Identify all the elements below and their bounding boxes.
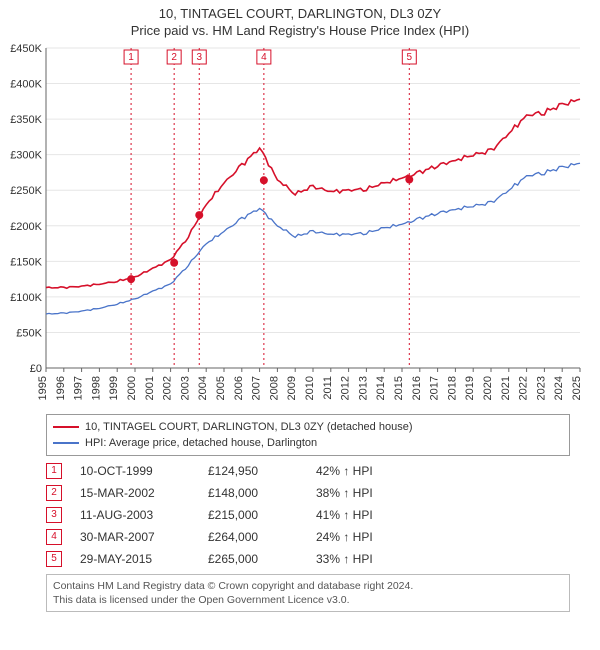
svg-text:2015: 2015 — [393, 376, 405, 400]
legend-swatch — [53, 426, 79, 428]
sale-date: 30-MAR-2007 — [80, 526, 190, 548]
svg-text:2002: 2002 — [162, 376, 174, 400]
sale-date: 10-OCT-1999 — [80, 460, 190, 482]
svg-text:2016: 2016 — [411, 376, 423, 400]
svg-text:£300K: £300K — [10, 150, 42, 162]
sale-price: £124,950 — [208, 460, 298, 482]
svg-text:2003: 2003 — [179, 376, 191, 400]
legend-row: 10, TINTAGEL COURT, DARLINGTON, DL3 0ZY … — [53, 419, 563, 435]
sale-index-badge: 4 — [46, 529, 62, 545]
svg-text:£450K: £450K — [10, 43, 42, 55]
sale-price: £265,000 — [208, 548, 298, 570]
legend-label: HPI: Average price, detached house, Darl… — [85, 435, 317, 451]
svg-text:1998: 1998 — [90, 376, 102, 400]
sale-row: 5 29-MAY-2015 £265,000 33% ↑ HPI — [46, 548, 570, 570]
sale-pct-vs-hpi: 24% ↑ HPI — [316, 526, 426, 548]
svg-text:2017: 2017 — [429, 376, 441, 400]
sale-date: 15-MAR-2002 — [80, 482, 190, 504]
svg-text:2007: 2007 — [251, 376, 263, 400]
svg-text:2006: 2006 — [233, 376, 245, 400]
svg-text:2025: 2025 — [571, 376, 583, 400]
sale-index-badge: 1 — [46, 463, 62, 479]
footer-line1: Contains HM Land Registry data © Crown c… — [53, 579, 563, 593]
svg-text:2000: 2000 — [126, 376, 138, 400]
sale-pct-vs-hpi: 38% ↑ HPI — [316, 482, 426, 504]
svg-text:£350K: £350K — [10, 114, 42, 126]
svg-text:5: 5 — [407, 52, 413, 63]
sale-index-badge: 2 — [46, 485, 62, 501]
svg-text:3: 3 — [196, 52, 202, 63]
svg-text:2023: 2023 — [535, 376, 547, 400]
svg-text:2011: 2011 — [322, 376, 334, 400]
svg-text:2020: 2020 — [482, 376, 494, 400]
legend: 10, TINTAGEL COURT, DARLINGTON, DL3 0ZY … — [46, 414, 570, 456]
svg-text:2005: 2005 — [215, 376, 227, 400]
sale-pct-vs-hpi: 42% ↑ HPI — [316, 460, 426, 482]
svg-text:£250K: £250K — [10, 185, 42, 197]
svg-text:2012: 2012 — [340, 376, 352, 400]
chart-title-line2: Price paid vs. HM Land Registry's House … — [0, 23, 600, 38]
svg-text:1995: 1995 — [37, 376, 49, 400]
svg-text:2001: 2001 — [144, 376, 156, 400]
sales-table: 1 10-OCT-1999 £124,950 42% ↑ HPI 2 15-MAR-200… — [46, 460, 570, 570]
sale-price: £148,000 — [208, 482, 298, 504]
svg-text:2008: 2008 — [268, 376, 280, 400]
sale-row: 4 30-MAR-2007 £264,000 24% ↑ HPI — [46, 526, 570, 548]
svg-text:£400K: £400K — [10, 79, 42, 91]
svg-text:2018: 2018 — [446, 376, 458, 400]
sale-price: £264,000 — [208, 526, 298, 548]
sale-row: 3 11-AUG-2003 £215,000 41% ↑ HPI — [46, 504, 570, 526]
svg-text:2022: 2022 — [518, 376, 530, 400]
svg-text:£100K: £100K — [10, 292, 42, 304]
svg-text:£50K: £50K — [16, 327, 42, 339]
legend-row: HPI: Average price, detached house, Darl… — [53, 435, 563, 451]
footer-line2: This data is licensed under the Open Gov… — [53, 593, 563, 607]
svg-text:2: 2 — [171, 52, 177, 63]
sale-row: 2 15-MAR-2002 £148,000 38% ↑ HPI — [46, 482, 570, 504]
sale-pct-vs-hpi: 33% ↑ HPI — [316, 548, 426, 570]
sale-index-badge: 3 — [46, 507, 62, 523]
chart-title-line1: 10, TINTAGEL COURT, DARLINGTON, DL3 0ZY — [0, 6, 600, 21]
legend-label: 10, TINTAGEL COURT, DARLINGTON, DL3 0ZY … — [85, 419, 412, 435]
svg-text:1996: 1996 — [55, 376, 67, 400]
sale-pct-vs-hpi: 41% ↑ HPI — [316, 504, 426, 526]
svg-text:2010: 2010 — [304, 376, 316, 400]
svg-text:£0: £0 — [30, 363, 42, 375]
sale-date: 29-MAY-2015 — [80, 548, 190, 570]
svg-text:1: 1 — [128, 52, 134, 63]
footer-attribution: Contains HM Land Registry data © Crown c… — [46, 574, 570, 612]
svg-text:2019: 2019 — [464, 376, 476, 400]
sale-date: 11-AUG-2003 — [80, 504, 190, 526]
legend-swatch — [53, 442, 79, 444]
price-chart: £0 £50K £100K £150K £200K £250K £300K £350K £400… — [0, 38, 600, 408]
sale-index-badge: 5 — [46, 551, 62, 567]
sale-row: 1 10-OCT-1999 £124,950 42% ↑ HPI — [46, 460, 570, 482]
svg-text:2024: 2024 — [553, 376, 565, 400]
svg-text:2009: 2009 — [286, 376, 298, 400]
svg-text:1997: 1997 — [73, 376, 85, 400]
svg-text:£200K: £200K — [10, 221, 42, 233]
svg-text:2004: 2004 — [197, 376, 209, 400]
svg-text:4: 4 — [261, 52, 267, 63]
sale-price: £215,000 — [208, 504, 298, 526]
svg-text:£150K: £150K — [10, 256, 42, 268]
svg-text:2013: 2013 — [357, 376, 369, 400]
svg-text:1999: 1999 — [108, 376, 120, 400]
svg-text:2014: 2014 — [375, 376, 387, 400]
svg-text:2021: 2021 — [500, 376, 512, 400]
